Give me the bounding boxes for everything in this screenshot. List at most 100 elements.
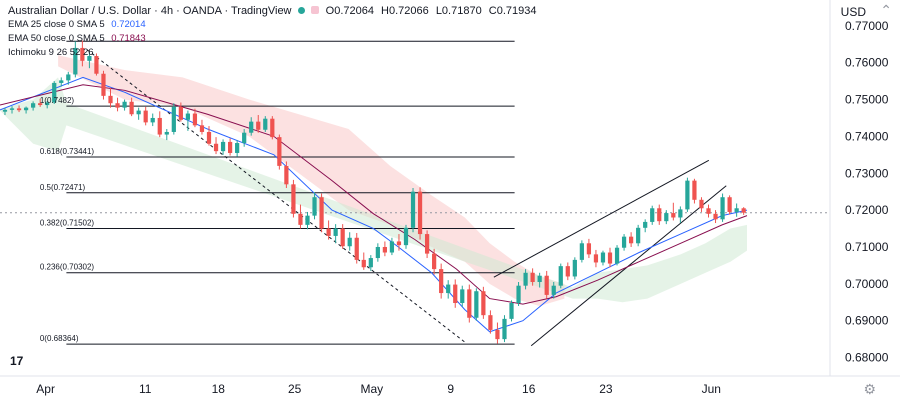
candle-body xyxy=(115,103,120,108)
candle-body xyxy=(467,289,472,318)
candle-body xyxy=(284,165,289,185)
candle-body xyxy=(643,221,648,228)
candle-body xyxy=(157,117,162,135)
candle-body xyxy=(249,121,254,133)
candle-body xyxy=(558,266,563,286)
interval[interactable]: 4h xyxy=(160,5,174,17)
candle-body xyxy=(2,109,8,112)
candle-body xyxy=(256,121,261,130)
candle-body xyxy=(396,241,402,246)
symbol-name[interactable]: Australian Dollar / U.S. Dollar xyxy=(8,5,152,17)
candle-body xyxy=(537,275,542,282)
candle-body xyxy=(122,101,127,108)
candle-body xyxy=(368,258,373,268)
tradingview-logo-icon[interactable]: 17 xyxy=(10,354,24,368)
symbol-row[interactable]: Australian Dollar / U.S. Dollar · 4h · O… xyxy=(8,5,537,17)
candle-body xyxy=(227,141,233,153)
indicator-label[interactable]: Ichimoku 9 26 52 26 xyxy=(8,47,94,58)
candle-body xyxy=(565,266,570,277)
candle-body xyxy=(242,132,247,144)
candle-body xyxy=(319,197,324,229)
candle-body xyxy=(59,80,64,83)
candle-body xyxy=(66,74,71,81)
candle-body xyxy=(460,289,465,304)
indicator-ichimoku[interactable]: Ichimoku 9 26 52 26 xyxy=(8,46,536,60)
candle-body xyxy=(586,243,592,255)
candle-body xyxy=(446,284,451,294)
candle-body xyxy=(199,125,205,132)
price-tick-label: 0.77000 xyxy=(845,19,889,33)
candle-body xyxy=(16,108,22,111)
price-tick-label: 0.71000 xyxy=(845,240,889,254)
candle-body xyxy=(326,228,331,236)
trend-channel-line xyxy=(493,159,710,278)
diagonal-trendline xyxy=(86,49,466,343)
candle-body xyxy=(403,227,409,246)
candle-body xyxy=(474,291,479,318)
candle-body xyxy=(333,228,338,236)
time-tick-label: May xyxy=(361,382,384,396)
candle-body xyxy=(347,237,352,247)
price-tick-label: 0.70000 xyxy=(845,277,889,291)
time-tick-label: 23 xyxy=(599,382,613,396)
candle-body xyxy=(382,246,387,253)
candle-body xyxy=(692,180,697,200)
chevron-up-icon[interactable]: ⌃ xyxy=(880,2,892,18)
candle-body xyxy=(192,113,198,126)
candle-body xyxy=(650,208,655,222)
time-tick-label: 9 xyxy=(447,382,454,396)
price-tick-label: 0.74000 xyxy=(845,129,889,143)
fib-level-label: 0.382(0.71502) xyxy=(40,218,95,227)
platform: TradingView xyxy=(230,5,292,17)
fib-level-label: 0.618(0.73441) xyxy=(40,147,95,156)
candle-body xyxy=(453,284,458,304)
time-tick-label: Apr xyxy=(36,382,55,396)
indicator-label[interactable]: EMA 25 close 0 SMA 5 xyxy=(8,19,105,30)
currency-label[interactable]: USD xyxy=(840,5,866,19)
time-tick-label: 18 xyxy=(212,382,226,396)
candle-body xyxy=(340,228,345,247)
candle-body xyxy=(629,236,634,244)
ichimoku-cloud-bullish xyxy=(0,77,747,303)
candle-body xyxy=(621,236,627,248)
flag-icon[interactable] xyxy=(310,6,319,14)
candle-body xyxy=(73,47,78,75)
time-axis[interactable]: Apr 11 18 25 May 9 16 23 Jun xyxy=(36,382,721,396)
indicator-ema50[interactable]: EMA 50 close 0 SMA 5 0.71843 xyxy=(8,32,536,46)
candle-body xyxy=(129,101,134,115)
candle-body xyxy=(164,131,169,135)
price-tick-label: 0.68000 xyxy=(845,351,889,365)
candle-body xyxy=(277,137,282,166)
candle-body xyxy=(410,191,416,228)
candle-body xyxy=(312,197,317,216)
candle-body xyxy=(593,254,599,263)
gear-icon[interactable]: ⚙ xyxy=(863,381,876,397)
candle-body xyxy=(185,113,191,120)
candle-body xyxy=(607,252,613,264)
candle-body xyxy=(108,95,113,104)
candle-body xyxy=(685,180,690,210)
ohlc-high: H0.72066 xyxy=(381,5,429,17)
market-status-icon xyxy=(297,7,305,14)
candle-body xyxy=(87,56,92,61)
ema50-line xyxy=(0,84,748,305)
candle-body xyxy=(706,208,711,214)
candle-body xyxy=(481,291,486,316)
indicator-label[interactable]: EMA 50 close 0 SMA 5 xyxy=(8,33,105,44)
candle-body xyxy=(213,143,219,152)
candle-body xyxy=(741,208,746,213)
candle-body xyxy=(614,247,620,264)
ohlc-low: L0.71870 xyxy=(435,5,482,17)
candle-body xyxy=(636,227,641,244)
price-axis[interactable]: 0.77000 0.76000 0.75000 0.74000 0.73000 0.720… xyxy=(845,19,889,365)
trend-channel-line xyxy=(530,185,727,347)
candle-body xyxy=(38,103,43,106)
candle-body xyxy=(291,184,296,214)
fib-level-label: 0.5(0.72471) xyxy=(40,183,86,192)
indicator-value: 0.71843 xyxy=(111,33,146,44)
indicator-ema25[interactable]: EMA 25 close 0 SMA 5 0.72014 xyxy=(8,18,536,32)
candle-body xyxy=(516,285,521,304)
candle-body xyxy=(544,275,549,295)
